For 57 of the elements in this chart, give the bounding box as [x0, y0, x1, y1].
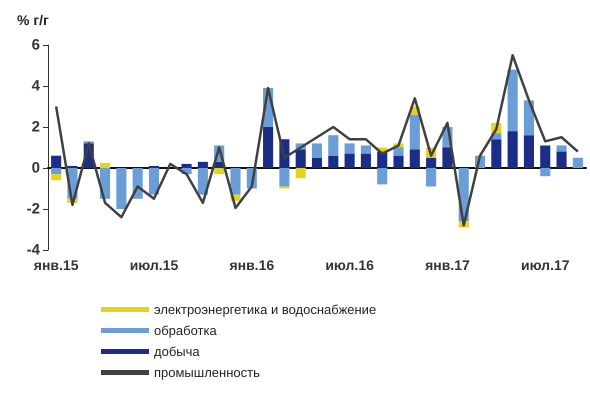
bar [328, 135, 338, 156]
bar [328, 156, 338, 168]
bar [344, 143, 355, 154]
x-tick-label: июл.15 [130, 257, 178, 273]
bar [51, 156, 62, 168]
bar [263, 127, 274, 168]
line-series [54, 54, 580, 227]
x-tick-label: янв.16 [229, 257, 274, 273]
bar [491, 139, 502, 168]
bar [508, 131, 518, 168]
y-tick-label: 4 [32, 78, 41, 94]
bar [360, 145, 371, 154]
bar [426, 168, 436, 186]
bar [51, 168, 62, 174]
y-tick-label: -4 [26, 242, 41, 258]
bar [426, 158, 436, 168]
bar [312, 143, 322, 158]
y-axis-title: % г/г [17, 12, 50, 28]
bar [198, 162, 208, 168]
bar [524, 135, 534, 168]
x-tick-label: июл.17 [520, 257, 570, 273]
bar [360, 154, 371, 168]
bar [214, 168, 224, 174]
bar [148, 168, 160, 195]
bar [51, 174, 62, 180]
bar [508, 70, 518, 132]
legend-label: обработка [154, 323, 218, 338]
y-tick-label: 2 [32, 118, 40, 136]
bar [556, 152, 567, 168]
y-tick-label: 6 [32, 36, 40, 54]
bar [116, 168, 126, 209]
bar [410, 150, 420, 168]
bar [296, 150, 306, 168]
y-tick-label: 0 [32, 160, 40, 176]
bar [540, 145, 550, 168]
bar [556, 145, 567, 152]
legend-label: добыча [154, 344, 200, 359]
bar [393, 148, 404, 156]
bar [540, 168, 550, 176]
bar [572, 158, 583, 168]
x-tick-label: июл.16 [325, 257, 374, 273]
bar [182, 164, 192, 168]
bar [230, 168, 241, 195]
bar [296, 168, 306, 178]
x-tick-label: янв.17 [425, 257, 470, 273]
bar [377, 168, 388, 184]
x-tick-label: янв.15 [34, 257, 79, 273]
bar [393, 156, 404, 168]
bar [279, 168, 290, 186]
bar [410, 114, 420, 150]
bar [100, 162, 110, 168]
legend-label: промышленность [154, 365, 260, 380]
y-tick-label: -2 [26, 200, 40, 218]
bar [442, 148, 452, 168]
legend-label: электроэнергетика и водоснабжение [154, 302, 376, 317]
bar [312, 158, 322, 168]
bar [344, 154, 355, 168]
